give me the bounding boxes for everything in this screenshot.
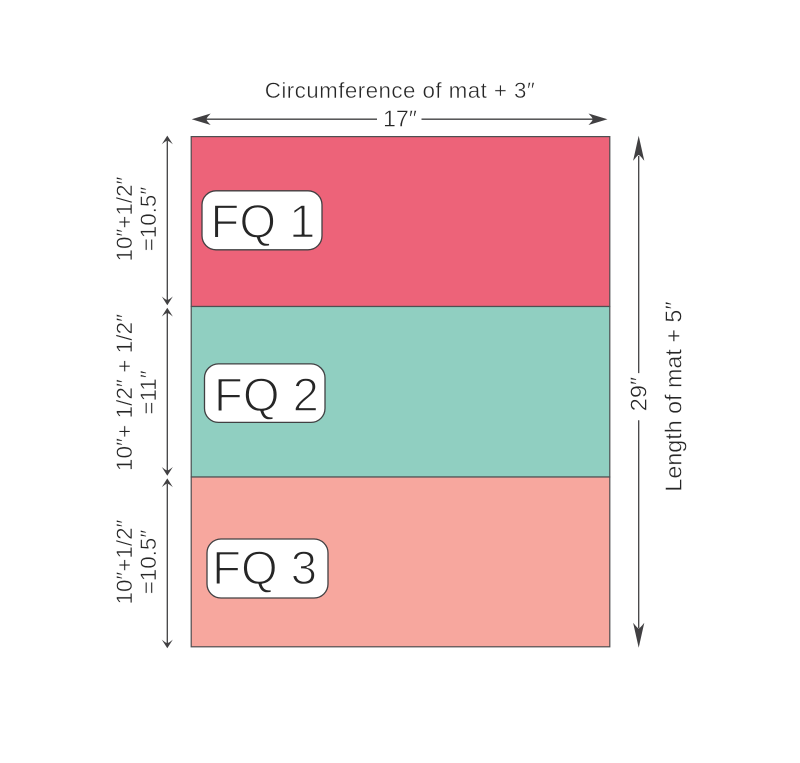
svg-text:FQ 2: FQ 2 xyxy=(214,369,319,422)
svg-text:10″+1/2″: 10″+1/2″ xyxy=(112,176,137,261)
svg-text:=11″: =11″ xyxy=(136,370,161,414)
svg-text:Circumference of mat + 3″: Circumference of mat + 3″ xyxy=(265,78,535,103)
svg-text:17″: 17″ xyxy=(383,105,417,131)
svg-text:=10.5″: =10.5″ xyxy=(136,187,161,252)
svg-text:FQ 3: FQ 3 xyxy=(212,542,317,595)
svg-text:Length of mat + 5″: Length of mat + 5″ xyxy=(661,301,687,491)
svg-text:=10.5″: =10.5″ xyxy=(136,530,161,595)
svg-text:FQ 1: FQ 1 xyxy=(211,196,316,249)
svg-text:29″: 29″ xyxy=(626,377,652,411)
svg-text:10″+ 1/2″ + 1/2″: 10″+ 1/2″ + 1/2″ xyxy=(112,314,137,471)
svg-text:10″+1/2″: 10″+1/2″ xyxy=(112,519,137,604)
